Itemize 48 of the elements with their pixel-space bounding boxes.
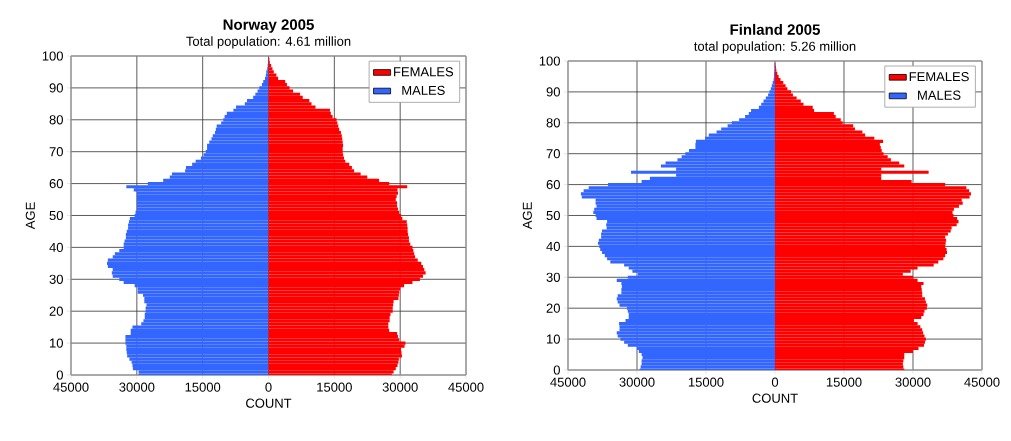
y-tick-label: 20 [546,303,560,313]
x-tick-label: 45000 [53,382,89,392]
x-tick-label: 0 [771,377,779,387]
x-tick-label: 0 [265,382,272,392]
y-tick-label: 50 [49,210,63,221]
y-tick-label: 100 [42,51,63,61]
chart-subtitle: Total population: 4.61 million [186,36,351,49]
x-tick-label: 15000 [688,377,724,387]
x-tick-label: 15000 [185,382,221,392]
x-tick-label: 45000 [550,377,586,387]
y-tick-label: 40 [546,241,560,251]
chart-subtitle: total population: 5.26 million [694,41,856,54]
y-tick-label: 0 [56,370,63,380]
y-tick-label: 60 [546,179,560,190]
y-tick-label: 90 [546,87,560,97]
chart-title: Finland 2005 [730,23,820,35]
y-tick-label: 50 [546,210,560,221]
legend-label: FEMALES [909,72,969,82]
y-tick-label: 80 [546,118,560,128]
legend-label: FEMALES [394,67,454,77]
x-axis-title: COUNT [752,393,798,403]
y-tick-label: 10 [547,334,560,344]
x-tick-label: 30000 [382,382,418,392]
y-axis-title: AGE [25,202,35,230]
y-tick-label: 80 [49,115,63,125]
x-tick-label: 30000 [119,382,155,392]
legend-label: MALES [918,90,961,100]
y-tick-label: 40 [49,242,63,252]
y-tick-label: 10 [50,338,63,348]
x-tick-label: 30000 [619,377,655,387]
y-tick-label: 70 [546,149,560,159]
x-axis-title: COUNT [246,398,292,408]
legend-label: MALES [402,85,445,95]
y-tick-label: 70 [49,147,63,157]
y-axis-title: AGE [522,202,532,230]
y-tick-label: 30 [49,274,63,284]
x-tick-label: 15000 [317,382,352,392]
x-tick-label: 45000 [448,382,484,392]
x-tick-label: 30000 [895,377,931,387]
y-tick-label: 90 [49,83,63,93]
y-tick-label: 30 [546,272,560,282]
x-tick-label: 15000 [826,377,862,387]
x-tick-label: 45000 [964,377,1000,387]
y-tick-label: 100 [539,56,560,66]
y-tick-label: 20 [49,306,63,316]
chart-title: Norway 2005 [223,19,314,33]
y-tick-label: 60 [49,178,63,189]
y-tick-label: 0 [553,365,560,375]
